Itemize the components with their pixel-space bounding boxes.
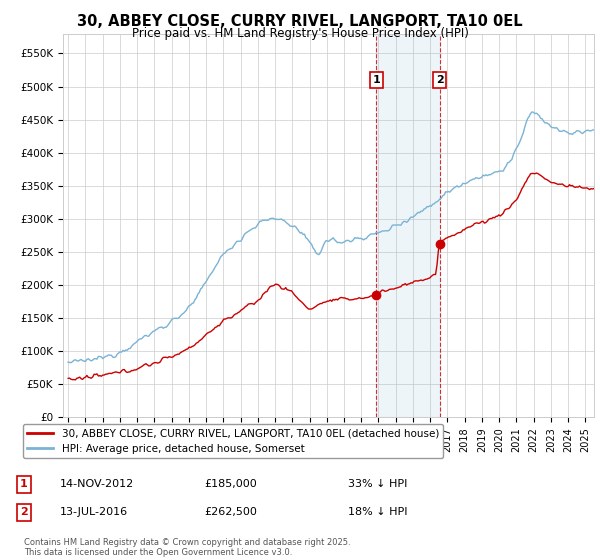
- Legend: 30, ABBEY CLOSE, CURRY RIVEL, LANGPORT, TA10 0EL (detached house), HPI: Average : 30, ABBEY CLOSE, CURRY RIVEL, LANGPORT, …: [23, 424, 443, 458]
- Text: 1: 1: [20, 479, 28, 489]
- Text: 13-JUL-2016: 13-JUL-2016: [60, 507, 128, 517]
- Text: 1: 1: [373, 75, 380, 85]
- Text: 2: 2: [20, 507, 28, 517]
- Text: 2: 2: [436, 75, 443, 85]
- Text: 14-NOV-2012: 14-NOV-2012: [60, 479, 134, 489]
- Text: 18% ↓ HPI: 18% ↓ HPI: [348, 507, 407, 517]
- Text: 33% ↓ HPI: 33% ↓ HPI: [348, 479, 407, 489]
- Text: Contains HM Land Registry data © Crown copyright and database right 2025.
This d: Contains HM Land Registry data © Crown c…: [24, 538, 350, 557]
- Text: Price paid vs. HM Land Registry's House Price Index (HPI): Price paid vs. HM Land Registry's House …: [131, 27, 469, 40]
- Text: £185,000: £185,000: [204, 479, 257, 489]
- Text: 30, ABBEY CLOSE, CURRY RIVEL, LANGPORT, TA10 0EL: 30, ABBEY CLOSE, CURRY RIVEL, LANGPORT, …: [77, 14, 523, 29]
- Text: £262,500: £262,500: [204, 507, 257, 517]
- Bar: [376, 34, 440, 417]
